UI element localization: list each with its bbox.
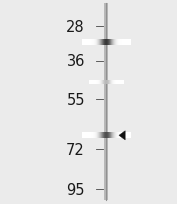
Bar <box>104 4 108 200</box>
Text: 36: 36 <box>67 54 85 69</box>
Polygon shape <box>119 131 125 140</box>
Text: 28: 28 <box>66 19 85 34</box>
Text: 55: 55 <box>66 92 85 107</box>
Text: 95: 95 <box>66 182 85 197</box>
Text: 72: 72 <box>66 142 85 157</box>
